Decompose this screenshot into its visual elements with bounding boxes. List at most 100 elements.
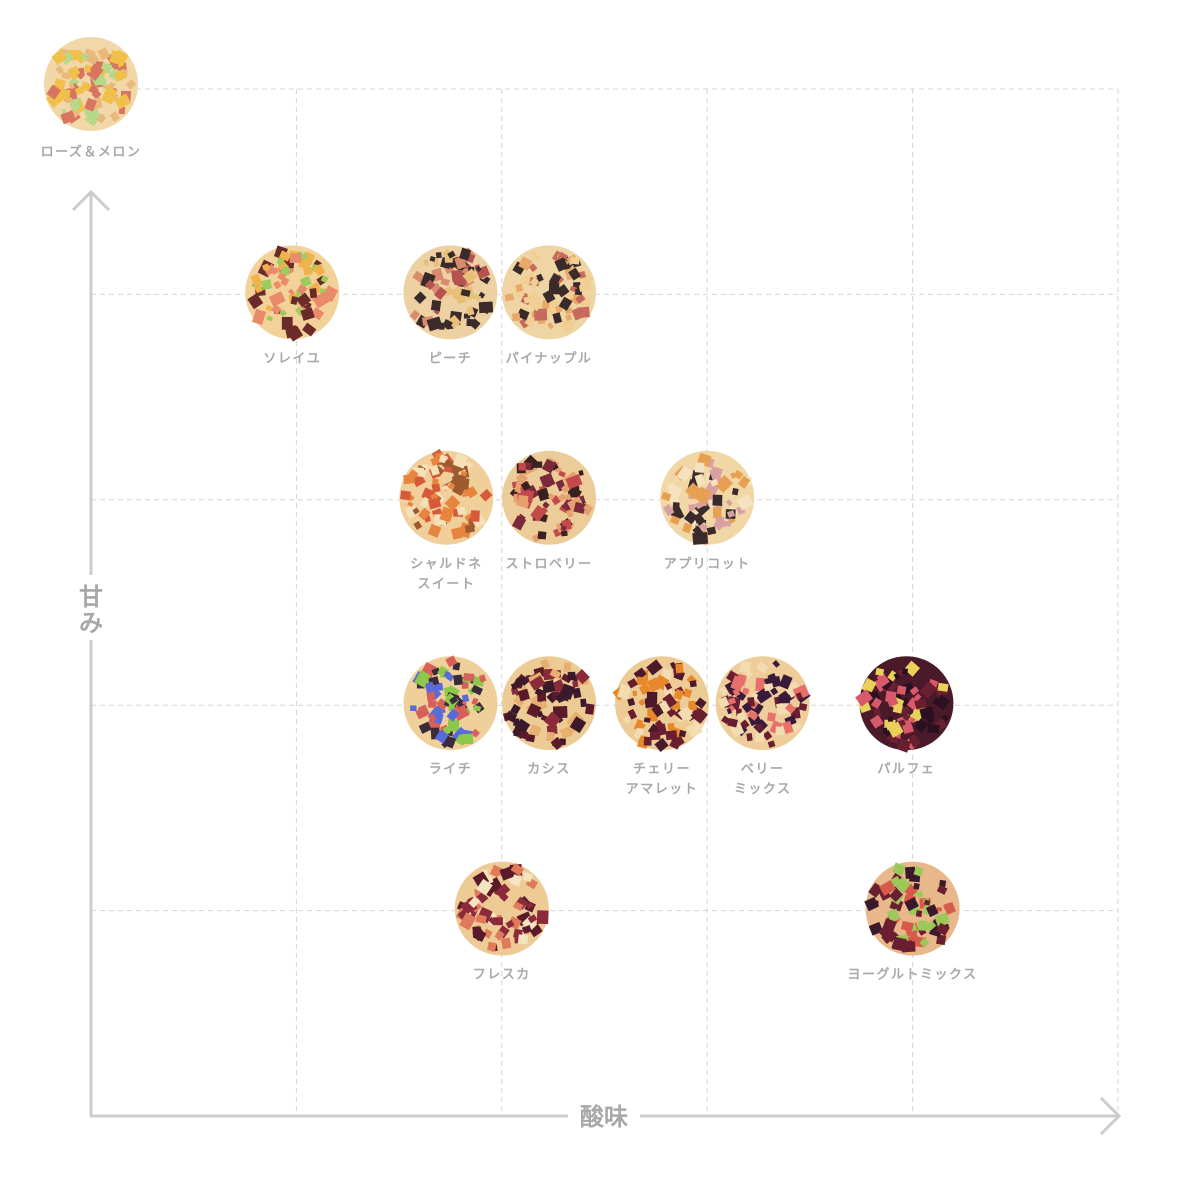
tea-piece (418, 507, 431, 521)
tea-piece (552, 706, 568, 719)
tea-piece (730, 472, 737, 479)
tea-label-line: ヨーグルトミックス (848, 967, 978, 983)
tea-label: ピーチ (429, 351, 473, 366)
tea-piece (741, 702, 753, 714)
tea-piece (309, 288, 318, 299)
tea-piece (727, 717, 738, 728)
tea-piece (449, 696, 458, 705)
tea-piece (726, 707, 732, 715)
tea-piece (558, 296, 573, 311)
tea-piece (763, 683, 774, 692)
tea-piece (772, 659, 781, 668)
tea-piece (706, 526, 717, 536)
tea-piece (939, 879, 947, 887)
tea-label-line: ピーチ (429, 351, 473, 366)
tea-piece (515, 472, 529, 485)
tea-piece (247, 293, 264, 310)
tea-piece (447, 250, 456, 259)
tea-piece (887, 716, 894, 722)
tea-piece (646, 677, 662, 693)
tea-piece (908, 717, 916, 724)
tea-piece (778, 694, 790, 704)
tea-piece (566, 509, 574, 518)
tea-piece (664, 682, 673, 691)
tea-piece (521, 925, 532, 934)
tea-piece (694, 462, 705, 474)
tea-piece (550, 736, 564, 751)
tea-piece (302, 322, 317, 337)
tea-piece (682, 522, 693, 534)
tea-piece (451, 483, 465, 497)
tea-piece (518, 256, 533, 271)
tea-piece (435, 252, 442, 259)
tea-piece (108, 49, 123, 65)
tea-piece (423, 259, 430, 267)
tea-piece (724, 520, 731, 527)
tea-piece (447, 719, 460, 732)
tea-piece (919, 681, 937, 699)
tea-piece (101, 86, 118, 105)
tea-piece (646, 659, 663, 676)
tea-piece (475, 914, 487, 925)
tea-piece (924, 899, 931, 906)
tea-piece (672, 502, 680, 510)
tea-label: ソレイユ (263, 351, 321, 366)
tea-piece (510, 682, 518, 690)
tea-piece (463, 673, 475, 682)
tea-piece (410, 705, 417, 711)
tea-piece (429, 464, 440, 476)
tea-piece (428, 713, 437, 723)
tea-piece (667, 722, 675, 731)
tea-piece (450, 526, 464, 540)
tea-piece (755, 724, 763, 731)
tea-piece (300, 252, 309, 261)
tea-piece (69, 100, 82, 112)
tea-piece (654, 737, 669, 753)
tea-piece (557, 493, 567, 503)
tea-piece (580, 698, 587, 708)
tea-piece (476, 891, 489, 904)
tea-piece (261, 279, 273, 291)
tea-piece (440, 277, 450, 286)
tea-piece (412, 474, 426, 488)
tea-piece (927, 723, 940, 734)
tea-label: アプリコット (664, 557, 751, 572)
tea-piece (125, 79, 137, 90)
tea-piece (647, 708, 658, 722)
tea-piece (915, 890, 925, 899)
tea-piece (879, 879, 896, 896)
tea-piece (536, 910, 549, 925)
tea-piece (876, 672, 890, 687)
tea-label: フレスカ (473, 968, 531, 983)
tea-piece (469, 318, 481, 330)
tea-point: パルフェ (855, 656, 954, 777)
tea-piece (627, 678, 638, 689)
tea-piece (643, 736, 652, 746)
tea-piece (516, 308, 530, 321)
tea-piece (413, 520, 423, 530)
tea-point: アプリコット (660, 450, 755, 572)
tea-piece (936, 907, 942, 912)
tea-piece (404, 504, 419, 519)
tea-piece (289, 253, 302, 263)
tea-piece (528, 298, 543, 312)
tea-piece (692, 531, 709, 545)
tea-piece (426, 691, 436, 702)
tea-piece (251, 308, 267, 326)
tea-piece (96, 113, 107, 124)
tea-piece (479, 301, 493, 315)
tea-piece (250, 273, 263, 288)
tea-point: カシス (502, 656, 597, 777)
tea-piece (740, 719, 750, 729)
tea-piece (412, 507, 420, 515)
tea-label-line: ベリー (741, 762, 785, 777)
tea-piece (571, 307, 585, 321)
tea-piece (297, 284, 307, 293)
tea-piece (68, 76, 80, 88)
tea-piece (755, 732, 764, 743)
tea-piece (886, 696, 899, 708)
tea-piece (934, 694, 951, 711)
tea-piece (918, 920, 928, 931)
tea-piece (897, 938, 912, 953)
tea-piece (578, 469, 584, 476)
